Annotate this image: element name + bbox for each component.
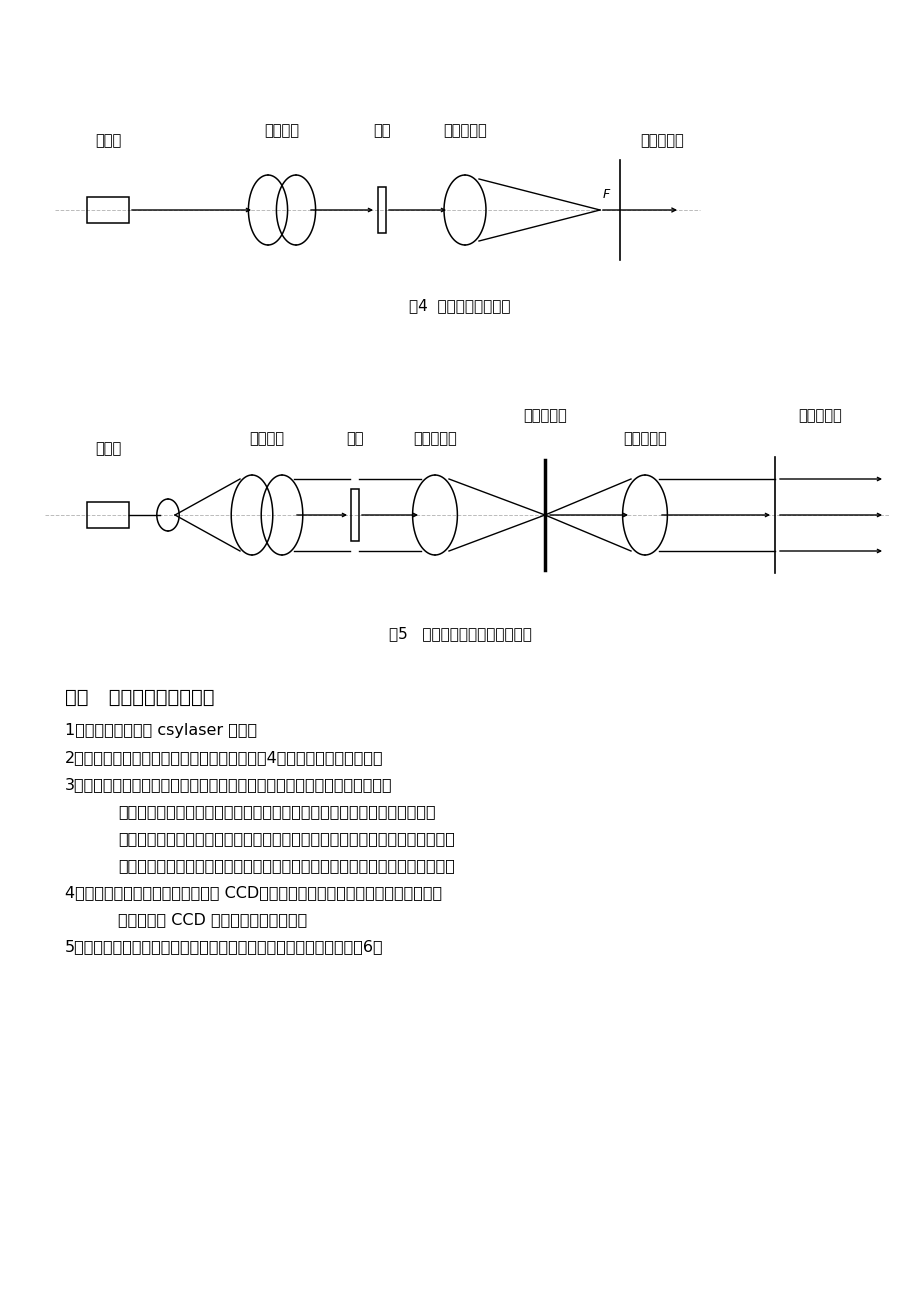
Text: 1、开启电脑，运行 csylaser 软件。: 1、开启电脑，运行 csylaser 软件。 xyxy=(65,723,256,738)
Text: 说明准直系统出射光并非平行光。我们重新调整了准直系统的两个透镜位置，利: 说明准直系统出射光并非平行光。我们重新调整了准直系统的两个透镜位置，利 xyxy=(118,831,454,846)
Text: 四、   实验过程与结果分析: 四、 实验过程与结果分析 xyxy=(65,687,214,707)
Text: 傅里叶透镜: 傅里叶透镜 xyxy=(443,122,486,138)
Text: 5、在准直系统后面放置样品，在显示屏上得到傅里叶频谱的图像如图6：: 5、在准直系统后面放置样品，在显示屏上得到傅里叶频谱的图像如图6： xyxy=(65,939,383,954)
Text: 此过程中用白纸在准直系统后来回移动，发现光斑并不能维持在一定大小，: 此过程中用白纸在准直系统后来回移动，发现光斑并不能维持在一定大小， xyxy=(118,805,436,819)
Text: 用准直立尺确认了不同出射距离光线的高度一致、直径相近，才继续后续操作。: 用准直立尺确认了不同出射距离光线的高度一致、直径相近，才继续后续操作。 xyxy=(118,858,454,874)
Text: 样品: 样品 xyxy=(346,431,363,447)
Text: 频谱观察面: 频谱观察面 xyxy=(640,133,683,148)
Text: F: F xyxy=(602,187,609,201)
Bar xyxy=(87,197,129,223)
Bar xyxy=(87,503,129,529)
Text: 图5   反傅里叶变换光路装置简图: 图5 反傅里叶变换光路装置简图 xyxy=(388,626,531,641)
Text: 傅里叶透镜: 傅里叶透镜 xyxy=(622,431,666,447)
Text: 准直系统: 准直系统 xyxy=(265,122,300,138)
Text: 准直系统: 准直系统 xyxy=(249,431,284,447)
Text: 最小，说明 CCD 正好位于透镜焦面上。: 最小，说明 CCD 正好位于透镜焦面上。 xyxy=(118,911,307,927)
Text: 激光器: 激光器 xyxy=(95,441,121,456)
Text: 频谱观察面: 频谱观察面 xyxy=(798,408,841,423)
Bar xyxy=(378,187,386,233)
Text: 频谱处理器: 频谱处理器 xyxy=(523,408,566,423)
Text: 激光器: 激光器 xyxy=(95,133,121,148)
Text: 图4  傅里叶变换光路图: 图4 傅里叶变换光路图 xyxy=(409,298,510,312)
Text: 2、将除了样品以外的各个光学元件粗略按照图4光路固定在实验平台上。: 2、将除了样品以外的各个光学元件粗略按照图4光路固定在实验平台上。 xyxy=(65,750,383,766)
Bar xyxy=(351,490,358,542)
Text: 样品: 样品 xyxy=(373,122,391,138)
Text: 3、打开激光器，用激光束作为参考，调整好光路，并调整好各个元件距离。: 3、打开激光器，用激光束作为参考，调整好光路，并调整好各个元件距离。 xyxy=(65,777,392,792)
Text: 4、在傅里叶透镜焦面位置附近放置 CCD，调整前后位置直到显示屏上可看到的光斑: 4、在傅里叶透镜焦面位置附近放置 CCD，调整前后位置直到显示屏上可看到的光斑 xyxy=(65,885,442,900)
Text: 傅里叶透镜: 傅里叶透镜 xyxy=(413,431,457,447)
